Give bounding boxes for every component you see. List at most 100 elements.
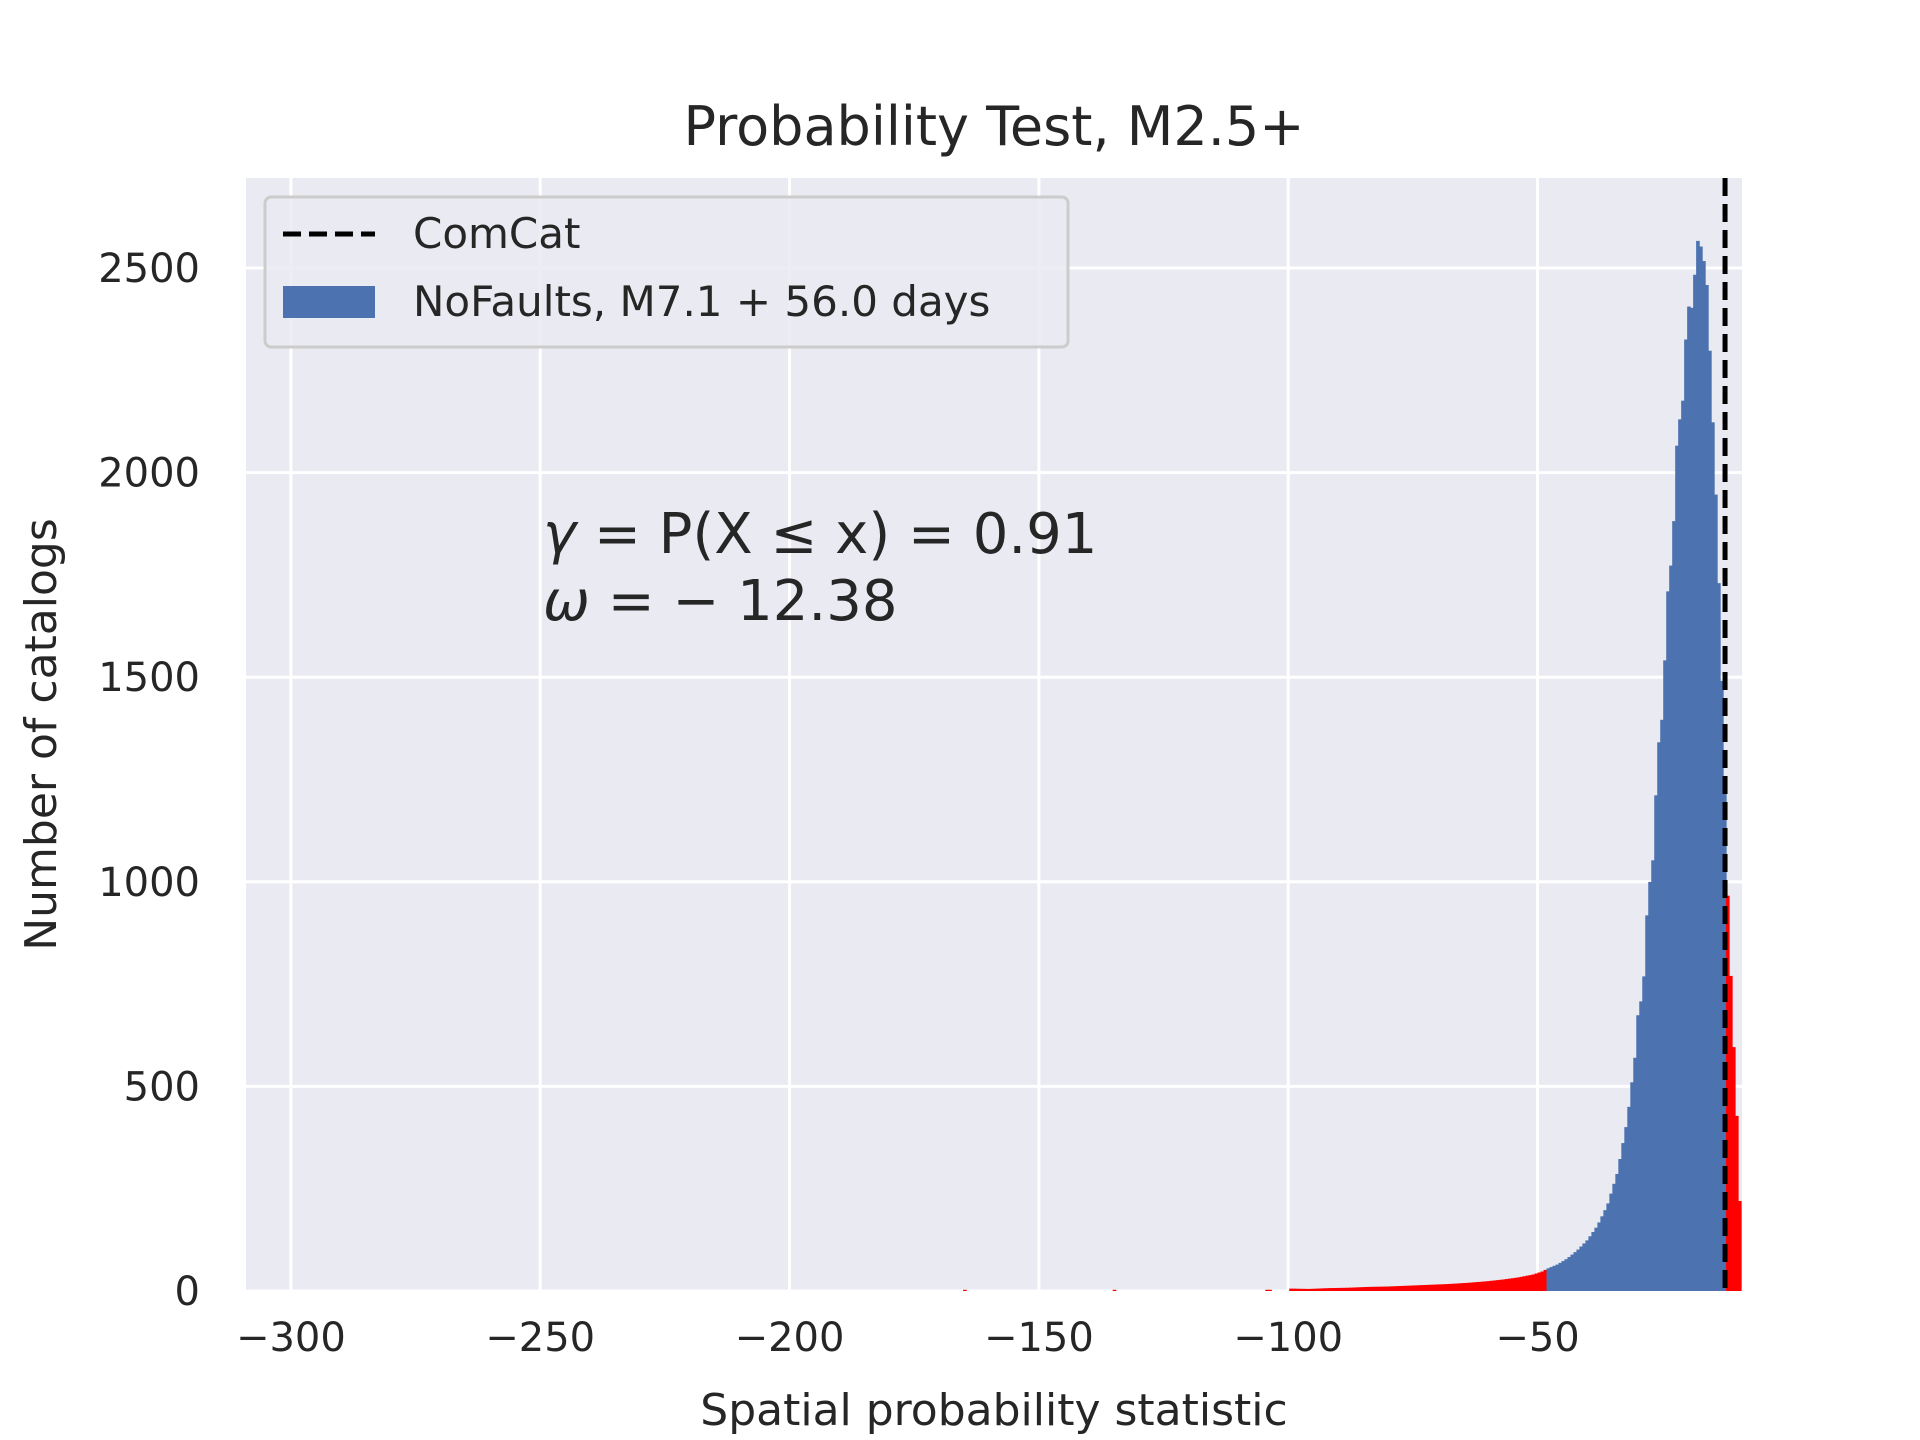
- y-axis-title: Number of catalogs: [16, 518, 67, 951]
- x-tick-label: −50: [1495, 1315, 1579, 1361]
- histogram-bar: [1468, 1282, 1473, 1291]
- histogram-bar: [1331, 1288, 1335, 1291]
- y-tick-label: 1000: [98, 860, 200, 906]
- gamma-expression: = P(X ≤ x) = 0.91: [594, 502, 1097, 567]
- histogram-bar: [1702, 261, 1706, 1292]
- chart-title: Probability Test, M2.5+: [684, 95, 1305, 158]
- histogram-bar: [1501, 1279, 1506, 1291]
- histogram-bar: [1729, 975, 1733, 1291]
- histogram-bar: [1675, 445, 1679, 1291]
- histogram-bar: [1549, 1267, 1554, 1291]
- histogram-bar: [1693, 274, 1697, 1291]
- histogram-bar: [1489, 1280, 1494, 1291]
- histogram-bar: [1582, 1243, 1587, 1291]
- histogram-bar: [1525, 1275, 1530, 1291]
- histogram-bar: [1349, 1287, 1353, 1291]
- histogram-bar: [1687, 306, 1691, 1291]
- y-tick-label: 0: [175, 1269, 200, 1315]
- histogram-bar: [1352, 1287, 1356, 1291]
- histogram-bar: [1543, 1269, 1548, 1291]
- histogram-bar: [1663, 660, 1667, 1291]
- histogram-bar: [1498, 1279, 1503, 1291]
- histogram-bar: [1615, 1173, 1619, 1291]
- histogram-bar: [1322, 1288, 1326, 1291]
- histogram-bar: [1265, 1289, 1269, 1291]
- histogram-bar: [1361, 1287, 1365, 1291]
- histogram-bar: [1528, 1275, 1533, 1291]
- histogram-bar: [1486, 1281, 1491, 1291]
- histogram-bar: [1343, 1287, 1347, 1291]
- histogram-bar: [1417, 1285, 1422, 1291]
- histogram-bar: [1600, 1216, 1604, 1291]
- histogram-bar: [1355, 1287, 1359, 1291]
- histogram-bar: [1435, 1284, 1440, 1291]
- histogram-bar: [1483, 1281, 1488, 1291]
- histogram-bar: [1313, 1288, 1317, 1291]
- histogram-bar: [1399, 1285, 1404, 1291]
- histogram-bar: [1268, 1289, 1272, 1291]
- y-tick-label: 500: [124, 1064, 200, 1110]
- histogram-bar: [1639, 1001, 1643, 1291]
- histogram-bar: [1358, 1287, 1362, 1291]
- omega-annotation: ω = − 12.38: [543, 569, 897, 634]
- histogram-bar: [1723, 779, 1727, 1291]
- histogram-bar: [1495, 1280, 1500, 1291]
- histogram-bar: [1603, 1210, 1607, 1291]
- histogram-bar: [1414, 1285, 1419, 1291]
- histogram-bar: [1429, 1284, 1434, 1291]
- histogram-bar: [1588, 1236, 1593, 1291]
- histogram-bar: [1325, 1288, 1329, 1291]
- histogram-bar: [1546, 1268, 1551, 1291]
- histogram-bar: [1337, 1287, 1341, 1291]
- histogram-bar: [1654, 795, 1658, 1291]
- histogram-bar: [1504, 1279, 1509, 1291]
- y-tick-label: 2000: [98, 451, 200, 497]
- histogram-bar: [963, 1289, 967, 1291]
- histogram-bar: [1708, 350, 1712, 1291]
- histogram-bar: [1678, 419, 1682, 1291]
- histogram-bar: [1319, 1288, 1323, 1291]
- x-tick-label: −150: [984, 1315, 1094, 1361]
- histogram-bar: [1519, 1276, 1524, 1291]
- histogram-bar: [1298, 1288, 1302, 1291]
- histogram-bar: [1642, 976, 1646, 1291]
- histogram-bar: [1438, 1284, 1443, 1291]
- omega-expression: = − 12.38: [608, 569, 898, 634]
- histogram-bar: [1402, 1285, 1407, 1291]
- histogram-bar: [1690, 307, 1694, 1291]
- histogram-bar: [1681, 400, 1685, 1291]
- histogram-bar: [1310, 1288, 1314, 1291]
- histogram-bar: [1423, 1284, 1428, 1291]
- histogram-bar: [1477, 1281, 1482, 1291]
- y-tick-label: 2500: [98, 246, 200, 292]
- omega-symbol: ω: [543, 569, 590, 634]
- histogram-bar: [1522, 1276, 1527, 1291]
- histogram-bar: [1627, 1106, 1631, 1291]
- histogram-bar: [1564, 1259, 1569, 1291]
- histogram-bar: [1405, 1285, 1410, 1291]
- x-tick-label: −100: [1233, 1315, 1343, 1361]
- histogram-bar: [1292, 1288, 1296, 1291]
- histogram-bar: [1346, 1287, 1350, 1291]
- histogram-bar: [1705, 285, 1709, 1291]
- histogram-bar: [1669, 565, 1673, 1291]
- histogram-bar: [1367, 1286, 1371, 1291]
- histogram-bars: [963, 240, 1742, 1292]
- histogram-bar: [1672, 521, 1676, 1291]
- histogram-bar: [1396, 1286, 1401, 1291]
- histogram-bar: [1369, 1286, 1374, 1291]
- histogram-bar: [1717, 583, 1721, 1291]
- histogram-bar: [1480, 1281, 1485, 1291]
- histogram-bar: [1304, 1288, 1308, 1291]
- histogram-bar: [1372, 1286, 1377, 1291]
- histogram-bar: [1492, 1280, 1497, 1291]
- histogram-bar: [1552, 1265, 1557, 1291]
- histogram-bar: [1432, 1284, 1437, 1291]
- y-axis-ticks: 0 500 1000 1500 2000 2500: [98, 246, 200, 1315]
- histogram-bar: [1534, 1273, 1539, 1291]
- histogram-bar: [1711, 422, 1715, 1291]
- histogram-bar: [1633, 1057, 1637, 1291]
- x-tick-label: −250: [485, 1315, 595, 1361]
- legend: ComCat NoFaults, M7.1 + 56.0 days: [263, 195, 1070, 349]
